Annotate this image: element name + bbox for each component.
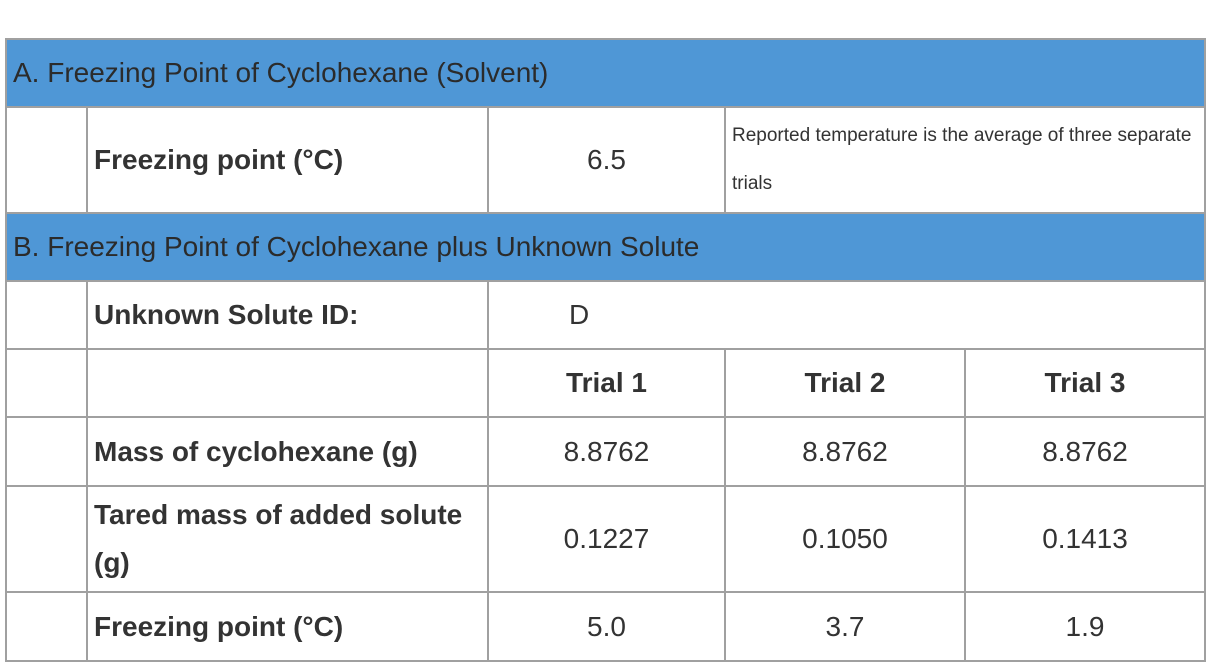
trial-1-value: 0.1227: [487, 485, 726, 593]
blank-cell: [5, 106, 88, 214]
section-b-title: B. Freezing Point of Cyclohexane plus Un…: [4, 212, 1207, 282]
trial-3-header: Trial 3: [963, 348, 1207, 418]
table-row: Freezing point (°C) 5.0 3.7 1.9: [5, 591, 1207, 662]
section-a-freezing-row: Freezing point (°C) 6.5 Reported tempera…: [5, 106, 1207, 214]
trial-1-value: 8.8762: [487, 416, 726, 487]
unknown-id-label: Unknown Solute ID:: [86, 280, 489, 350]
trial-2-value: 8.8762: [724, 416, 966, 487]
trial-2-value: 3.7: [724, 591, 966, 662]
trial-2-header: Trial 2: [724, 348, 966, 418]
blank-cell: [5, 280, 88, 350]
trial-2-value: 0.1050: [724, 485, 966, 593]
trial-3-value: 8.8762: [963, 416, 1207, 487]
section-b-header-row: B. Freezing Point of Cyclohexane plus Un…: [4, 212, 1207, 282]
section-a-title: A. Freezing Point of Cyclohexane (Solven…: [4, 38, 1207, 108]
blank-cell: [5, 416, 88, 487]
blank-cell: [5, 591, 88, 662]
blank-cell: [86, 348, 489, 418]
trial-3-value: 1.9: [963, 591, 1207, 662]
section-a-note: Reported temperature is the average of t…: [723, 106, 1207, 214]
trial-3-value: 0.1413: [963, 485, 1207, 593]
unknown-id-row: Unknown Solute ID: D: [5, 280, 1207, 350]
blank-cell: [5, 348, 88, 418]
row-label: Freezing point (°C): [86, 591, 489, 662]
trial-header-row: Trial 1 Trial 2 Trial 3: [5, 348, 1207, 418]
section-a-freezing-label: Freezing point (°C): [86, 106, 489, 214]
table-row: Mass of cyclohexane (g) 8.8762 8.8762 8.…: [5, 416, 1207, 487]
section-a-freezing-value: 6.5: [487, 106, 726, 214]
unknown-id-value: D: [486, 280, 1207, 350]
table-row: Tared mass of added solute (g) 0.1227 0.…: [5, 485, 1207, 593]
trial-1-value: 5.0: [487, 591, 726, 662]
freezing-point-data-table: A. Freezing Point of Cyclohexane (Solven…: [4, 38, 1207, 662]
row-label: Tared mass of added solute (g): [86, 485, 489, 593]
blank-cell: [5, 485, 88, 593]
section-a-header-row: A. Freezing Point of Cyclohexane (Solven…: [4, 38, 1207, 108]
trial-1-header: Trial 1: [487, 348, 726, 418]
row-label: Mass of cyclohexane (g): [86, 416, 489, 487]
